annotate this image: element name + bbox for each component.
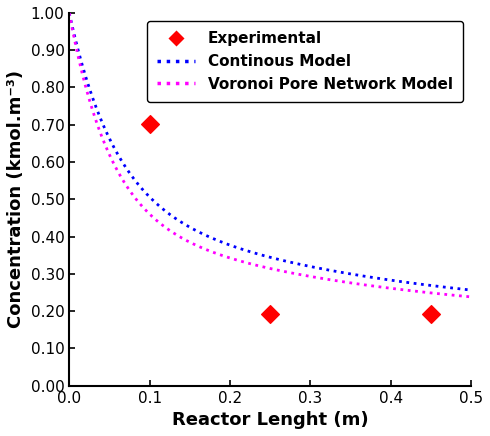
X-axis label: Reactor Lenght (m): Reactor Lenght (m) [172,411,368,429]
Point [266,310,274,317]
Legend: Experimental, Continous Model, Voronoi Pore Network Model: Experimental, Continous Model, Voronoi P… [147,20,464,102]
Y-axis label: Concentration (kmol.m⁻³): Concentration (kmol.m⁻³) [7,70,25,328]
Point [427,310,435,317]
Point [146,120,153,127]
